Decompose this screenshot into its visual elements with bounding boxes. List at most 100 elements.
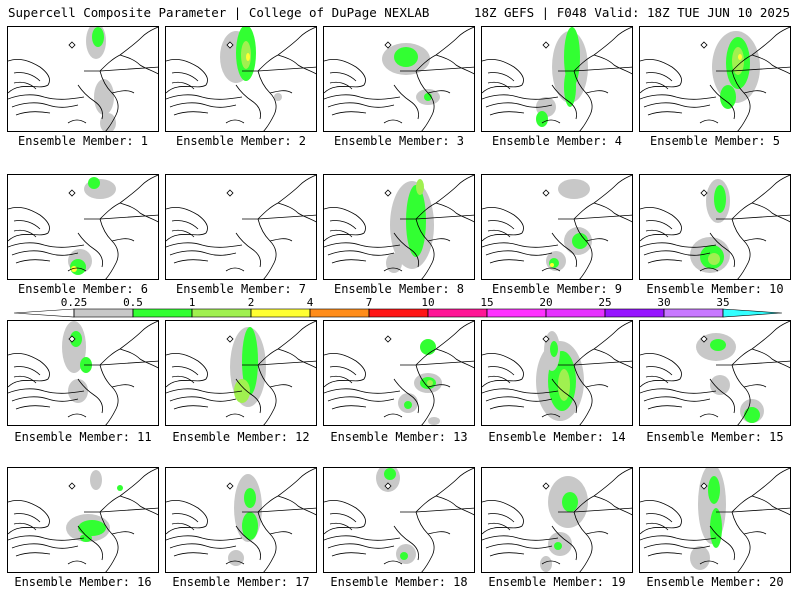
map-outline (482, 207, 524, 242)
map-outline (225, 267, 245, 272)
map-outline (111, 90, 135, 94)
map-title: Supercell Composite Parameter | College … (8, 5, 430, 20)
map-outline (699, 119, 719, 124)
map-outline (171, 375, 195, 384)
map-outline (709, 525, 735, 561)
map-outline (225, 119, 245, 124)
map-outline (166, 59, 208, 94)
colorbar-high-arrow (722, 308, 783, 318)
map-outline (393, 525, 419, 561)
map-outline (13, 81, 37, 90)
map-outline (489, 552, 525, 557)
map-outline (482, 535, 559, 541)
map-outline (119, 495, 158, 516)
map-outline (329, 81, 353, 90)
map-outline (67, 413, 87, 418)
map-outline (257, 468, 316, 513)
map-outline (99, 364, 119, 425)
map-outline (709, 84, 735, 120)
colorbar-segment (604, 308, 665, 318)
colorbar-tick-label: 35 (716, 296, 729, 309)
map-outline (173, 405, 209, 410)
map-outline (482, 242, 559, 248)
station-marker-icon (226, 189, 234, 197)
shaded-map (166, 468, 316, 572)
shading-blob (241, 41, 251, 69)
map-outline (643, 396, 711, 402)
station-marker-icon (700, 482, 708, 490)
shading-blob (540, 556, 552, 572)
map-outline (15, 405, 51, 410)
map-outline (119, 348, 158, 369)
map-outline (415, 70, 435, 131)
map-outline (13, 229, 37, 238)
map-outline (171, 522, 195, 531)
map-outline (257, 321, 316, 366)
map-outline (640, 207, 682, 242)
shading-blob (564, 67, 576, 107)
map-outline (482, 388, 559, 394)
map-outline (383, 413, 403, 418)
map-outline (487, 72, 515, 82)
map-outline (99, 70, 119, 131)
map-outline (324, 242, 401, 248)
station-marker-icon (226, 335, 234, 343)
colorbar-tick-label: 0.5 (123, 296, 143, 309)
map-outline (647, 259, 683, 264)
colorbar-legend: 0.25 0.5 1 2 4 7 10 15 20 25 30 35 (13, 296, 783, 318)
map-outline (257, 218, 277, 279)
map-outline (383, 267, 403, 272)
map-outline (269, 531, 293, 535)
map-outline (329, 513, 357, 523)
map-outline (485, 250, 553, 256)
station-marker-icon (68, 482, 76, 490)
shaded-map (482, 175, 632, 279)
map-outline (166, 535, 243, 541)
shading-blob (117, 485, 123, 491)
map-outline (324, 388, 401, 394)
shading-blob (550, 341, 558, 357)
map-outline (119, 54, 158, 75)
map-outline (435, 54, 474, 75)
map-outline (645, 522, 669, 531)
shading-blob (71, 266, 77, 272)
map-outline (324, 353, 366, 388)
shading-blob (274, 93, 282, 101)
shaded-map (640, 321, 790, 425)
shading-blob (424, 93, 432, 101)
map-outline (585, 531, 609, 535)
ensemble-member-map (165, 320, 317, 426)
ensemble-member-map (323, 467, 475, 573)
map-outline (485, 543, 553, 549)
map-outline (743, 384, 767, 388)
map-outline (99, 218, 119, 279)
map-outline (415, 218, 435, 279)
ensemble-member-map (7, 467, 159, 573)
map-outline (743, 238, 767, 242)
map-outline (393, 84, 419, 120)
shading-blob (714, 185, 726, 213)
ensemble-member-map (323, 26, 475, 132)
colorbar-segment (191, 308, 252, 318)
map-outline (166, 207, 208, 242)
map-outline (435, 348, 474, 369)
map-outline (13, 72, 41, 82)
map-outline (731, 511, 751, 572)
map-outline (269, 384, 293, 388)
map-outline (573, 364, 593, 425)
map-outline (751, 202, 790, 223)
map-outline (699, 560, 719, 565)
map-outline (327, 396, 395, 402)
station-marker-icon (226, 482, 234, 490)
map-outline (8, 500, 50, 535)
map-outline (329, 229, 353, 238)
map-outline (640, 535, 717, 541)
map-outline (324, 535, 401, 541)
map-outline (647, 405, 683, 410)
map-outline (487, 366, 515, 376)
map-outline (415, 321, 474, 366)
map-outline (415, 511, 435, 572)
station-marker-icon (68, 189, 76, 197)
member-label: Ensemble Member: 11 (14, 430, 152, 444)
map-outline (11, 102, 79, 108)
